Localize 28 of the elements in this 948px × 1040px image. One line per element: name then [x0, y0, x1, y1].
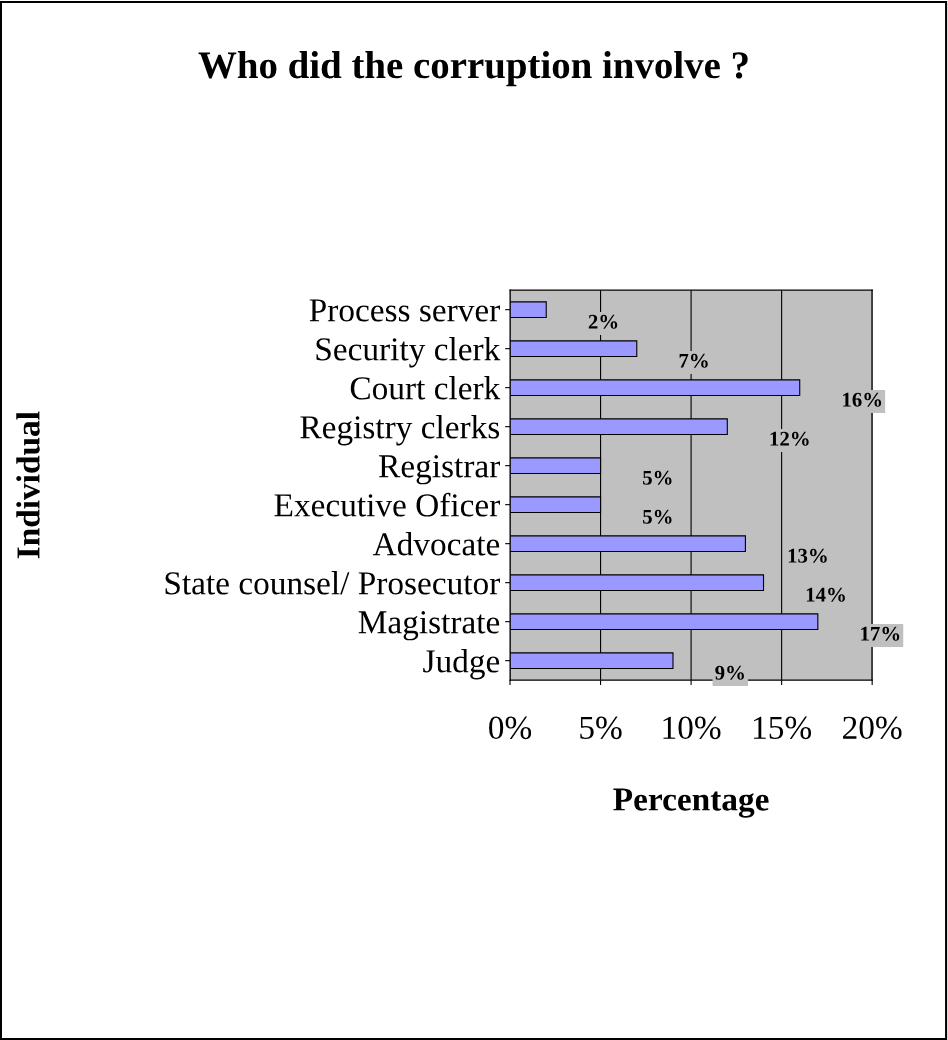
data-label: 5%: [643, 509, 672, 524]
x-axis-title: Percentage: [613, 788, 769, 818]
data-label: 2%: [588, 314, 618, 329]
y-tick-label: State counsel/ Prosecutor: [165, 571, 500, 595]
chart-title: Who did the corruption involve ?: [198, 51, 748, 87]
x-tick-label: 0%: [489, 716, 532, 740]
y-tick-label: Executive Oficer: [274, 492, 500, 517]
y-axis-title: Individual: [16, 411, 40, 559]
data-label: 12%: [770, 431, 809, 446]
x-tick-label: 20%: [843, 716, 902, 740]
y-tick-label: Court clerk: [350, 376, 501, 400]
data-label: 9%: [715, 665, 744, 680]
y-tick-label: Registrar: [379, 455, 501, 485]
y-tick-label: Process server: [309, 299, 500, 322]
data-label: 13%: [788, 548, 827, 563]
y-tick-label: Judge: [423, 649, 500, 680]
y-tick-label: Security clerk: [316, 337, 501, 368]
y-tick-label: Advocate: [372, 532, 500, 556]
y-tick-label: Registry clerks: [300, 415, 500, 446]
x-tick-label: 5%: [580, 716, 622, 740]
data-label: 16%: [843, 392, 882, 407]
x-tick-label: 15%: [754, 716, 812, 740]
data-label: 5%: [643, 470, 672, 485]
y-tick-label: Magistrate: [358, 611, 500, 641]
x-tick-label: 10%: [663, 716, 721, 740]
data-label: 14%: [806, 587, 845, 602]
data-label: 7%: [679, 353, 708, 368]
data-label: 17%: [861, 626, 900, 641]
